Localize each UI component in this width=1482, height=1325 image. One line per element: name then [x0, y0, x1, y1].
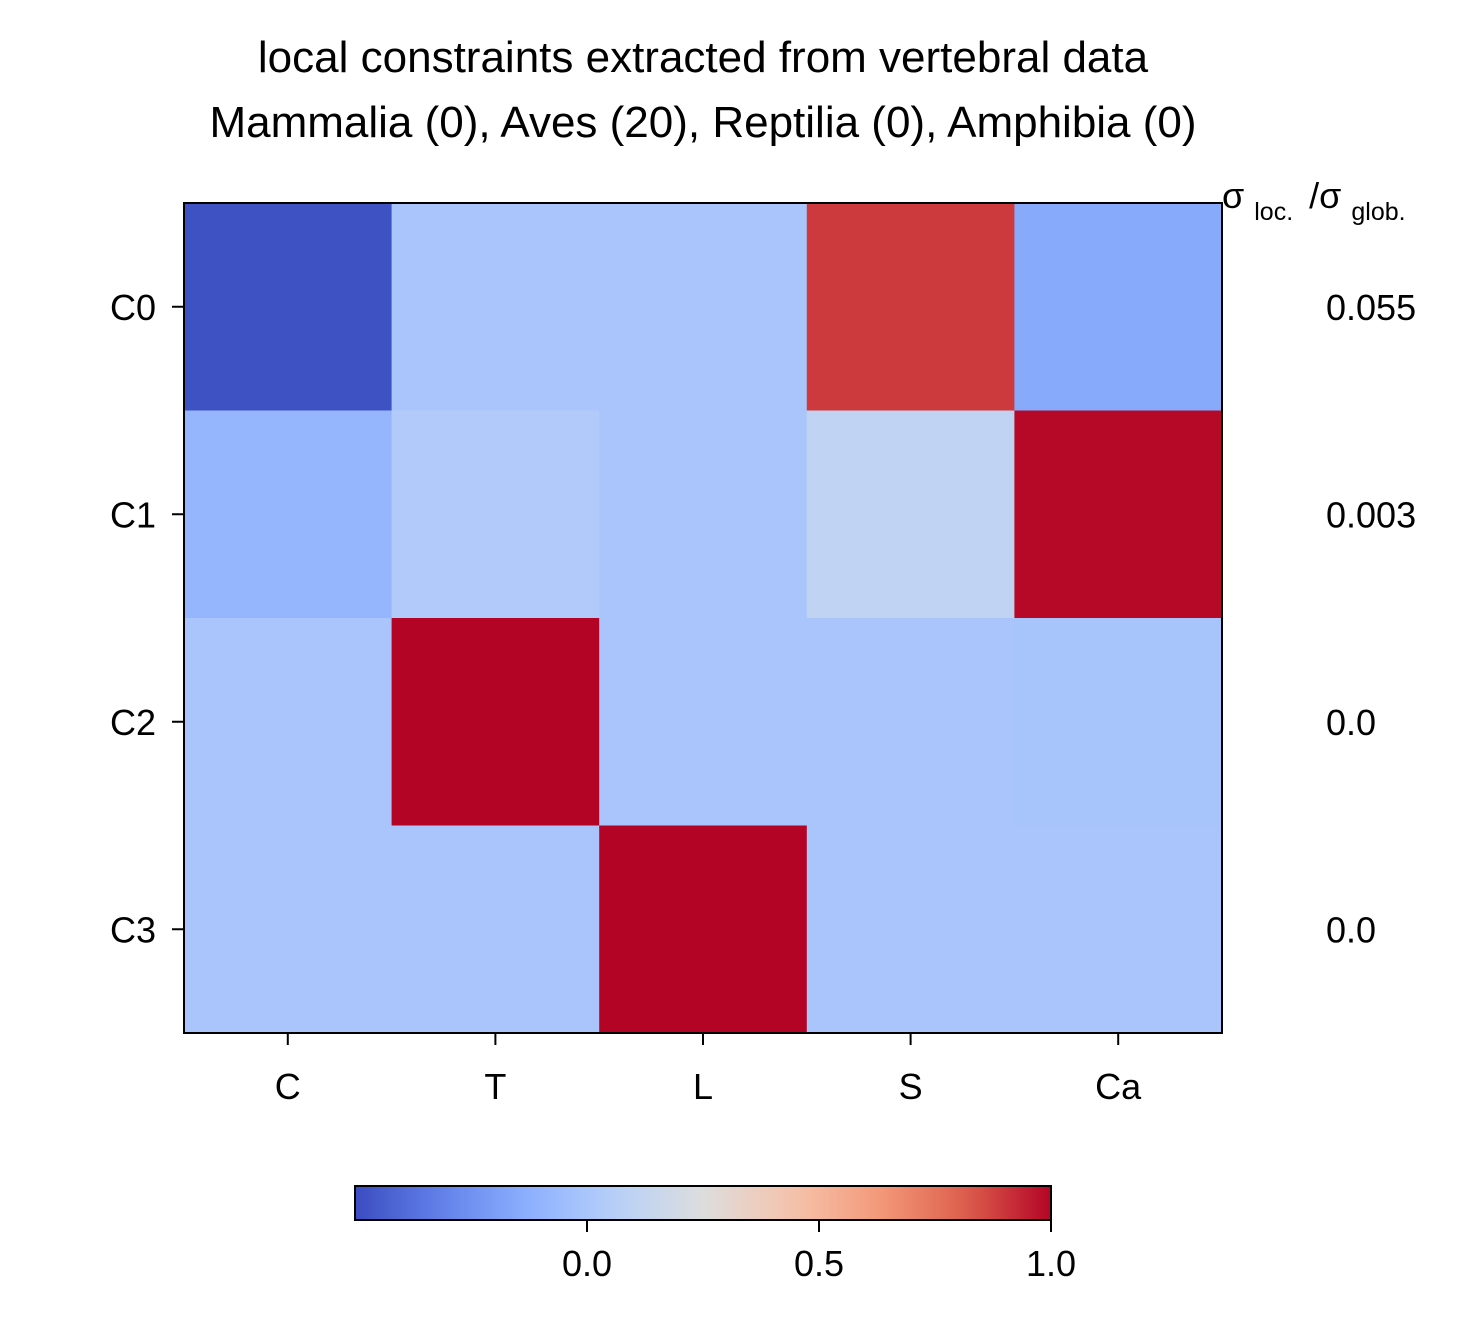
heatmap-cell: [599, 825, 808, 1034]
ratio-value: 0.0: [1326, 702, 1376, 743]
x-tick-label: T: [484, 1066, 506, 1107]
x-tick-label: S: [899, 1066, 923, 1107]
colorbar: 0.0 0.5 1.0: [354, 1185, 1076, 1284]
x-tick-label: Ca: [1095, 1066, 1142, 1107]
y-tick-label: C1: [110, 494, 156, 535]
colorbar-tick-label: 0.0: [562, 1243, 612, 1284]
x-tick-label: L: [693, 1066, 713, 1107]
heatmap-cells: [184, 203, 1223, 1034]
y-tick-label: C2: [110, 702, 156, 743]
heatmap-cell: [599, 618, 808, 827]
heatmap-cell: [391, 825, 600, 1034]
y-axis: C0 C1 C2 C3: [110, 287, 184, 950]
chart-subtitle: Mammalia (0), Aves (20), Reptilia (0), A…: [209, 98, 1196, 147]
colorbar-tick-label: 0.5: [794, 1243, 844, 1284]
heatmap-cell: [184, 825, 393, 1034]
heatmap-cell: [806, 203, 1015, 412]
ratio-value: 0.055: [1326, 287, 1416, 328]
heatmap-cell: [184, 203, 393, 412]
y-tick-label: C3: [110, 909, 156, 950]
heatmap-cell: [184, 618, 393, 827]
heatmap-cell: [184, 410, 393, 619]
ratio-header-slash-sigma: /σ: [1309, 175, 1341, 216]
ratio-header-sigma: σ: [1222, 175, 1244, 216]
chart-title: local constraints extracted from vertebr…: [258, 33, 1149, 82]
heatmap-cell: [391, 618, 600, 827]
ratio-values: 0.055 0.003 0.0 0.0: [1326, 287, 1416, 951]
heatmap-cell: [1014, 203, 1223, 412]
ratio-header-sub-glob: glob.: [1351, 198, 1405, 226]
heatmap-cell: [391, 410, 600, 619]
x-axis: C T L S Ca: [275, 1033, 1142, 1107]
ratio-value: 0.0: [1326, 909, 1376, 950]
heatmap-cell: [806, 410, 1015, 619]
heatmap-cell: [391, 203, 600, 412]
ratio-header-sub-loc: loc.: [1254, 198, 1293, 226]
y-tick-label: C0: [110, 287, 156, 328]
heatmap-cell: [806, 825, 1015, 1034]
colorbar-gradient: [354, 1185, 1052, 1221]
heatmap-cell: [1014, 618, 1223, 827]
colorbar-ticks: 0.0 0.5 1.0: [562, 1220, 1076, 1284]
heatmap-cell: [1014, 410, 1223, 619]
heatmap-cell: [599, 410, 808, 619]
heatmap-cell: [599, 203, 808, 412]
colorbar-tick-label: 1.0: [1026, 1243, 1076, 1284]
ratio-header: σ loc. /σ glob.: [1222, 175, 1406, 228]
ratio-value: 0.003: [1326, 494, 1416, 535]
heatmap-cell: [1014, 825, 1223, 1034]
x-tick-label: C: [275, 1066, 301, 1107]
heatmap-cell: [806, 618, 1015, 827]
